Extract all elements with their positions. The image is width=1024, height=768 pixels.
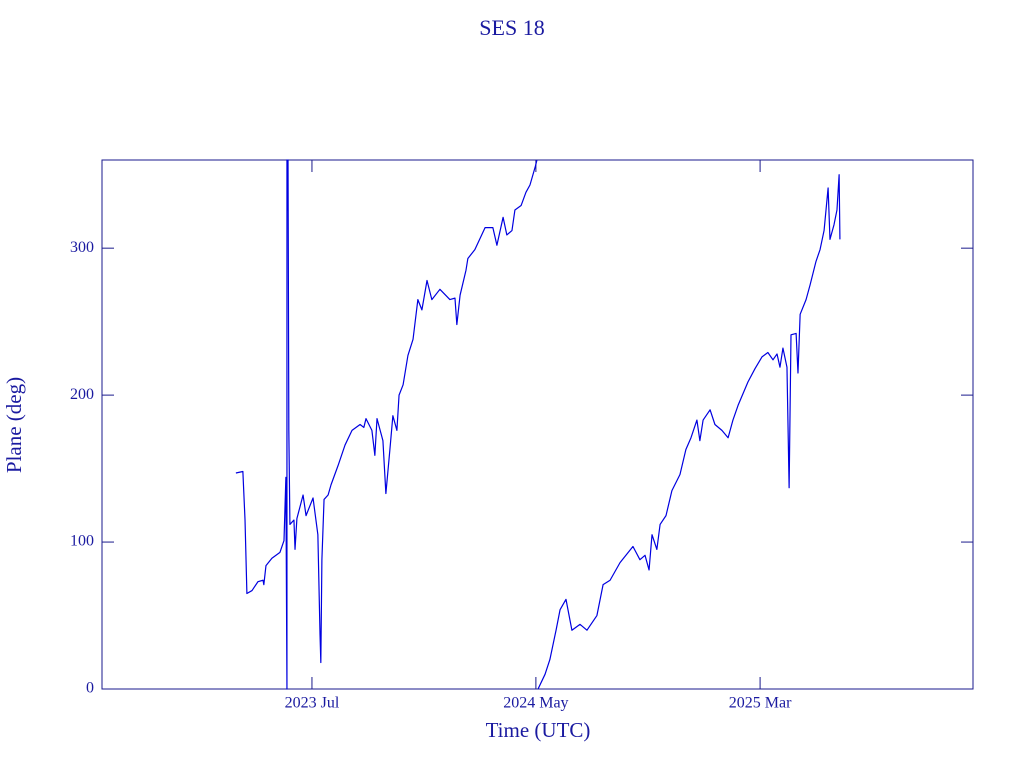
x-tick-label: 2025 Mar	[729, 695, 792, 712]
chart-title: SES 18	[479, 15, 544, 40]
x-tick-label: 2024 May	[503, 695, 568, 712]
x-tick-label: 2023 Jul	[285, 695, 340, 712]
y-tick-label: 300	[70, 239, 94, 256]
y-axis-label: Plane (deg)	[2, 377, 26, 473]
x-axis-label: Time (UTC)	[486, 718, 591, 742]
data-line	[235, 159, 841, 690]
plot-frame	[101, 159, 974, 690]
y-tick-label: 200	[70, 386, 94, 403]
y-tick-label: 100	[70, 533, 94, 550]
y-tick-label: 0	[86, 680, 94, 697]
